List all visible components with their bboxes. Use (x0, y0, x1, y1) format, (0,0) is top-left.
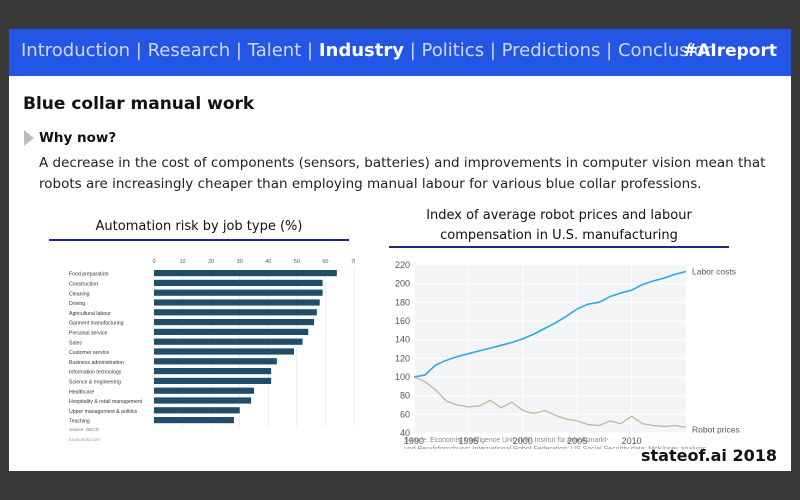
category-label: Food preparation (69, 272, 109, 278)
source-label: Source: OECD (69, 427, 100, 432)
section-nav: Introduction | Research | Talent | Indus… (21, 40, 716, 61)
bar (154, 270, 337, 277)
slide-title: Blue collar manual work (23, 94, 255, 114)
nav-separator: | (489, 40, 496, 61)
bar (154, 377, 272, 384)
y-tick-label: 180 (395, 297, 410, 307)
bar (154, 279, 323, 286)
robot-prices-label: Robot prices (692, 424, 740, 434)
credit-label: Economist.com (69, 437, 100, 442)
category-label: Business administration (69, 360, 124, 366)
y-tick-label: 220 (395, 260, 410, 270)
report-hashtag: #AIreport (683, 41, 777, 61)
source-label: Source: Economist Intelligence Unit; IMB… (404, 437, 706, 449)
x-tick-label: 60 (322, 259, 328, 265)
nav-separator: | (409, 40, 416, 61)
plot-background (414, 265, 686, 433)
bar (154, 338, 303, 345)
nav-item-conclusion[interactable]: Conclusion (617, 40, 717, 61)
x-tick-label: 10 (180, 259, 186, 265)
y-tick-label: 160 (395, 316, 410, 326)
nav-item-predictions[interactable]: Predictions (501, 40, 601, 61)
robot-price-line-chart: 40 60 80 100 120 140 160 180 200 220 1990 1995 2000 2… (395, 260, 740, 449)
slide: Introduction | Research | Talent | Indus… (9, 29, 791, 471)
bar (154, 358, 277, 365)
category-label: Healthcare (69, 389, 94, 395)
bullet-arrow-icon (24, 130, 34, 146)
x-tick-label: 2005 (567, 436, 587, 446)
category-label: Upper management & politics (69, 409, 137, 415)
x-tick-label: 40 (265, 259, 271, 265)
category-label: Driving (69, 301, 85, 307)
bar (154, 397, 252, 404)
line-chart-title-rule (389, 246, 729, 248)
x-tick-label: 2010 (622, 436, 642, 446)
category-label: Information technology (69, 370, 122, 376)
x-tick-label: 0 (152, 259, 155, 265)
nav-item-introduction[interactable]: Introduction (21, 40, 131, 61)
x-tick-label: 1995 (458, 436, 478, 446)
category-label: Construction (69, 282, 98, 288)
category-label: Personal service (69, 331, 107, 337)
x-tick-label: 1990 (404, 436, 424, 446)
category-label: Teaching (69, 419, 90, 425)
subheading: Why now? (39, 130, 117, 146)
y-tick-label: 40 (400, 428, 410, 438)
labor-costs-label: Labor costs (692, 267, 736, 277)
bar (154, 417, 234, 424)
y-tick-label: 140 (395, 335, 410, 345)
x-tick-label: 50 (294, 259, 300, 265)
category-label: Cleaning (69, 291, 90, 297)
bar (154, 407, 240, 414)
body-text: A decrease in the cost of components (se… (39, 155, 766, 192)
bar (154, 309, 317, 316)
bar (154, 387, 254, 394)
category-label: Science & engineering (69, 380, 121, 386)
line-chart-title: Index of average robot prices and labour… (426, 208, 692, 243)
footer-brand: stateof.ai 2018 (640, 446, 777, 465)
nav-item-research[interactable]: Research (147, 40, 231, 61)
bar (154, 289, 323, 296)
y-tick-label: 200 (395, 279, 410, 289)
bar (154, 348, 294, 355)
y-tick-label: 120 (395, 353, 410, 363)
category-label: Garment manufacturing (69, 321, 124, 327)
category-label: Agricultural labour (69, 311, 111, 317)
bar (154, 299, 320, 306)
nav-separator: | (135, 40, 142, 61)
x-tick-label: 2000 (513, 436, 533, 446)
category-label: Sales (69, 340, 82, 346)
top-nav-bar: Introduction | Research | Talent | Indus… (9, 29, 791, 76)
nav-item-talent[interactable]: Talent (247, 40, 302, 61)
category-label: Customer service (69, 350, 109, 356)
x-tick-label: 70 (351, 259, 355, 265)
bar (154, 319, 314, 326)
y-tick-label: 80 (400, 391, 410, 401)
nav-item-politics[interactable]: Politics (421, 40, 485, 61)
bar-chart-title: Automation risk by job type (%) (95, 219, 303, 234)
nav-separator: | (606, 40, 613, 61)
x-tick-label: 30 (237, 259, 243, 265)
automation-risk-bar-chart: 0 10 20 30 40 50 60 70 Food preparation Construct… (69, 259, 355, 442)
y-tick-label: 60 (400, 409, 410, 419)
nav-separator: | (235, 40, 242, 61)
x-tick-label: 20 (208, 259, 214, 265)
labor-costs-line (413, 270, 687, 378)
bar-chart-title-rule (49, 239, 349, 241)
nav-item-industry[interactable]: Industry (318, 40, 404, 61)
y-tick-label: 100 (395, 372, 410, 382)
nav-separator: | (307, 40, 314, 61)
bar (154, 368, 272, 375)
category-label: Hospitality & retail management (69, 399, 143, 405)
bar (154, 328, 309, 335)
robot-prices-line (413, 376, 687, 428)
